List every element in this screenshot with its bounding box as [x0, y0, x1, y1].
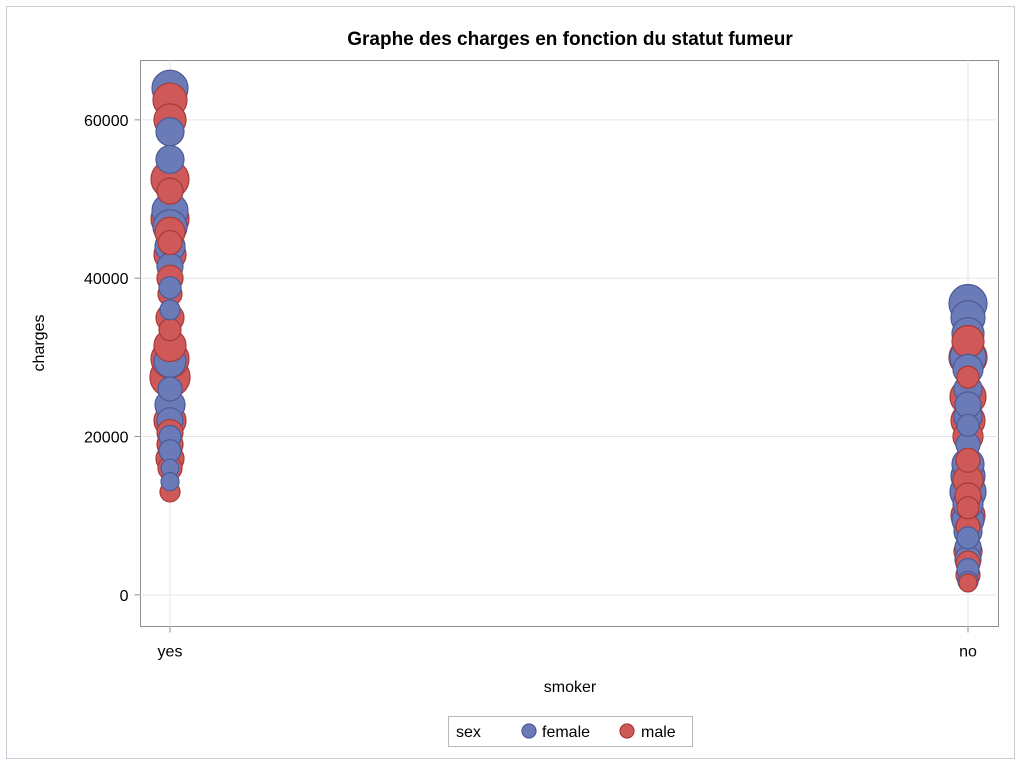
data-point-female	[155, 117, 185, 147]
y-tick-label: 20000	[84, 430, 129, 447]
legend-marker-female	[521, 723, 537, 739]
y-tick-label: 40000	[84, 271, 129, 288]
data-point-male	[157, 229, 183, 256]
legend-label-female: female	[542, 724, 590, 741]
data-point-female	[158, 439, 182, 463]
data-point-female	[956, 413, 980, 438]
axes: 0 20000 40000 60000 yes no	[84, 113, 977, 661]
data-point-female	[158, 276, 182, 300]
data-point-female	[160, 472, 180, 492]
data-points	[149, 69, 988, 593]
y-tick-label: 60000	[84, 113, 129, 130]
legend-title: sex	[456, 724, 481, 741]
data-point-male	[956, 496, 980, 520]
data-point-male	[955, 447, 981, 473]
data-point-female	[155, 144, 185, 175]
data-point-male	[956, 365, 980, 389]
data-point-male	[951, 324, 985, 359]
x-tick-label: no	[959, 644, 977, 661]
legend-marker-male	[619, 723, 635, 739]
legend-box	[448, 716, 693, 747]
data-point-male	[958, 573, 978, 593]
chart-title: Graphe des charges en fonction du statut…	[347, 29, 793, 50]
data-point-female	[157, 376, 183, 402]
legend: sex female male	[448, 716, 693, 747]
plot-area	[140, 60, 999, 627]
y-tick-label: 0	[120, 588, 129, 605]
x-axis-title: smoker	[544, 679, 597, 696]
x-tick-label: yes	[158, 644, 183, 661]
data-point-female	[956, 526, 980, 550]
data-point-female	[159, 299, 181, 321]
legend-label-male: male	[641, 724, 676, 741]
data-point-male	[158, 318, 182, 342]
data-point-male	[156, 177, 184, 205]
y-axis-title: charges	[31, 315, 48, 372]
